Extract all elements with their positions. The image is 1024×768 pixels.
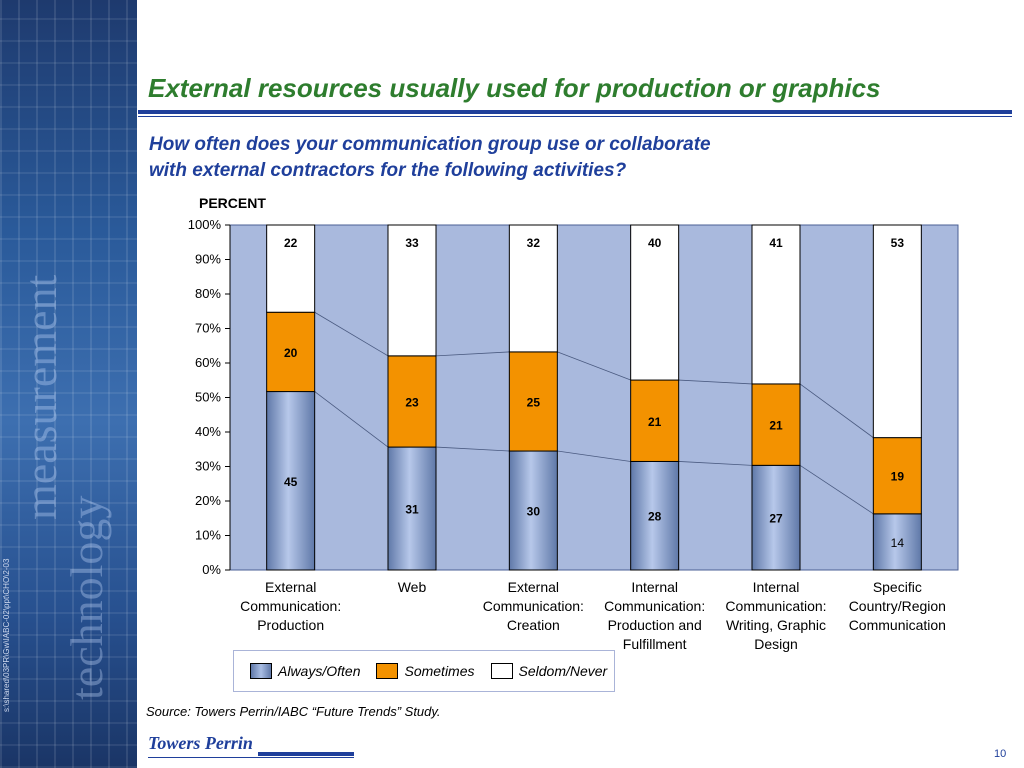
legend-item-always: Always/Often bbox=[250, 663, 360, 679]
x-category-label: Communication: bbox=[483, 598, 584, 614]
connector-line bbox=[435, 351, 510, 357]
y-tick-label: 40% bbox=[195, 424, 221, 439]
x-category-label: Specific bbox=[873, 579, 922, 595]
x-category-label: Fulfillment bbox=[623, 636, 687, 652]
legend-label-sometimes: Sometimes bbox=[404, 663, 475, 679]
connector-line bbox=[435, 446, 510, 452]
source-note: Source: Towers Perrin/IABC “Future Trend… bbox=[146, 704, 441, 719]
y-tick-label: 0% bbox=[202, 562, 221, 577]
bar-value-label: 19 bbox=[891, 470, 905, 484]
y-tick-label: 30% bbox=[195, 459, 221, 474]
bar-value-label: 45 bbox=[284, 475, 298, 489]
bar-value-label: 27 bbox=[769, 512, 783, 526]
y-tick-label: 80% bbox=[195, 286, 221, 301]
bar-value-label: 23 bbox=[405, 395, 419, 409]
bar-value-label: 21 bbox=[648, 415, 662, 429]
bar-segment bbox=[872, 224, 922, 439]
bar-segment bbox=[508, 224, 558, 353]
connector-line bbox=[799, 465, 874, 515]
logo-rule bbox=[258, 752, 354, 756]
bar-value-label: 22 bbox=[284, 236, 298, 250]
bar-segment bbox=[266, 224, 316, 313]
x-category-label: Communication: bbox=[604, 598, 705, 614]
decorative-sidebar-image: measurement technology bbox=[0, 0, 137, 768]
legend-label-always: Always/Often bbox=[278, 663, 361, 679]
legend-label-seldom: Seldom/Never bbox=[518, 663, 608, 679]
bar-segment bbox=[630, 379, 680, 462]
bar-value-label: 32 bbox=[527, 236, 541, 250]
x-category-label: Design bbox=[754, 636, 798, 652]
bar-value-label: 25 bbox=[527, 395, 541, 409]
y-tick-label: 10% bbox=[195, 528, 221, 543]
y-tick-label: 100% bbox=[188, 217, 222, 232]
y-axis-unit-label: PERCENT bbox=[199, 195, 266, 211]
bar-value-label: 21 bbox=[769, 419, 783, 433]
x-category-label: Creation bbox=[507, 617, 560, 633]
x-category-label: Production bbox=[257, 617, 324, 633]
x-category-label: Country/Region bbox=[849, 598, 946, 614]
x-category-label: Production and bbox=[608, 617, 702, 633]
bar-segment bbox=[751, 383, 801, 466]
connector-line bbox=[314, 391, 389, 448]
title-divider bbox=[138, 110, 1012, 114]
page-number: 10 bbox=[994, 748, 1007, 760]
plot-area bbox=[229, 224, 959, 571]
legend-swatch-always bbox=[250, 663, 272, 679]
connector-line bbox=[557, 450, 631, 462]
y-tick-label: 20% bbox=[195, 493, 221, 508]
x-category-label: Web bbox=[398, 579, 427, 595]
bar-segment bbox=[266, 391, 316, 571]
slide-title: External resources usually used for prod… bbox=[148, 73, 881, 103]
bar-value-label: 31 bbox=[405, 503, 419, 517]
legend-item-seldom: Seldom/Never bbox=[490, 663, 608, 679]
x-category-label: Internal bbox=[631, 579, 678, 595]
legend-item-sometimes: Sometimes bbox=[376, 663, 475, 679]
bar-segment bbox=[508, 450, 558, 571]
stacked-bar-chart: 0% 10% 20% 30% 40% 50% 60% 70% 80% 90% 100% 45 20 22 E… bbox=[188, 217, 959, 652]
legend-swatch-sometimes bbox=[376, 663, 399, 679]
x-category-label: Communication: bbox=[240, 598, 341, 614]
legend-swatch-seldom bbox=[490, 663, 513, 679]
bar-segment bbox=[266, 311, 316, 393]
survey-question-line-2: with external contractors for the follow… bbox=[149, 160, 627, 181]
bar-value-label: 20 bbox=[284, 346, 298, 360]
x-category-label: Internal bbox=[753, 579, 800, 595]
survey-question-line-1: How often does your communication group … bbox=[149, 134, 711, 155]
y-tick-label: 50% bbox=[195, 390, 221, 405]
connector-line bbox=[314, 311, 389, 357]
y-tick-label: 70% bbox=[195, 321, 221, 336]
x-category-label: External bbox=[265, 579, 316, 595]
survey-question: How often does your communication group … bbox=[149, 132, 849, 184]
y-tick-label: 90% bbox=[195, 252, 221, 267]
bar-segment bbox=[751, 464, 801, 571]
y-tick-label: 60% bbox=[195, 355, 221, 370]
bar-value-label: 53 bbox=[891, 236, 905, 250]
x-category-label: External bbox=[508, 579, 559, 595]
company-logo: Towers Perrin bbox=[148, 733, 253, 753]
bar-value-label: 40 bbox=[648, 236, 662, 250]
bar-value-label: 41 bbox=[769, 236, 783, 250]
connector-line bbox=[799, 383, 874, 438]
title-divider-thin bbox=[138, 116, 1012, 117]
connector-line bbox=[678, 379, 753, 385]
bar-value-label: 14 bbox=[891, 536, 905, 550]
logo-rule-thin bbox=[148, 757, 354, 758]
bar-segment bbox=[751, 224, 801, 385]
bar-value-label: 30 bbox=[527, 505, 541, 519]
bar-segment bbox=[872, 513, 922, 571]
x-category-label: Communication bbox=[849, 617, 946, 633]
x-category-label: Communication: bbox=[725, 598, 826, 614]
connector-line bbox=[678, 461, 753, 466]
bar-value-label: 33 bbox=[405, 236, 419, 250]
bar-segment bbox=[872, 437, 922, 515]
x-category-label: Writing, Graphic bbox=[726, 617, 826, 633]
chart-legend: Always/Often Sometimes Seldom/Never bbox=[233, 650, 615, 692]
bar-segment bbox=[630, 224, 680, 381]
bar-value-label: 28 bbox=[648, 510, 662, 524]
bar-segment bbox=[387, 355, 437, 448]
bar-segment bbox=[387, 224, 437, 357]
connector-line bbox=[557, 351, 631, 381]
bar-segment bbox=[630, 460, 680, 571]
